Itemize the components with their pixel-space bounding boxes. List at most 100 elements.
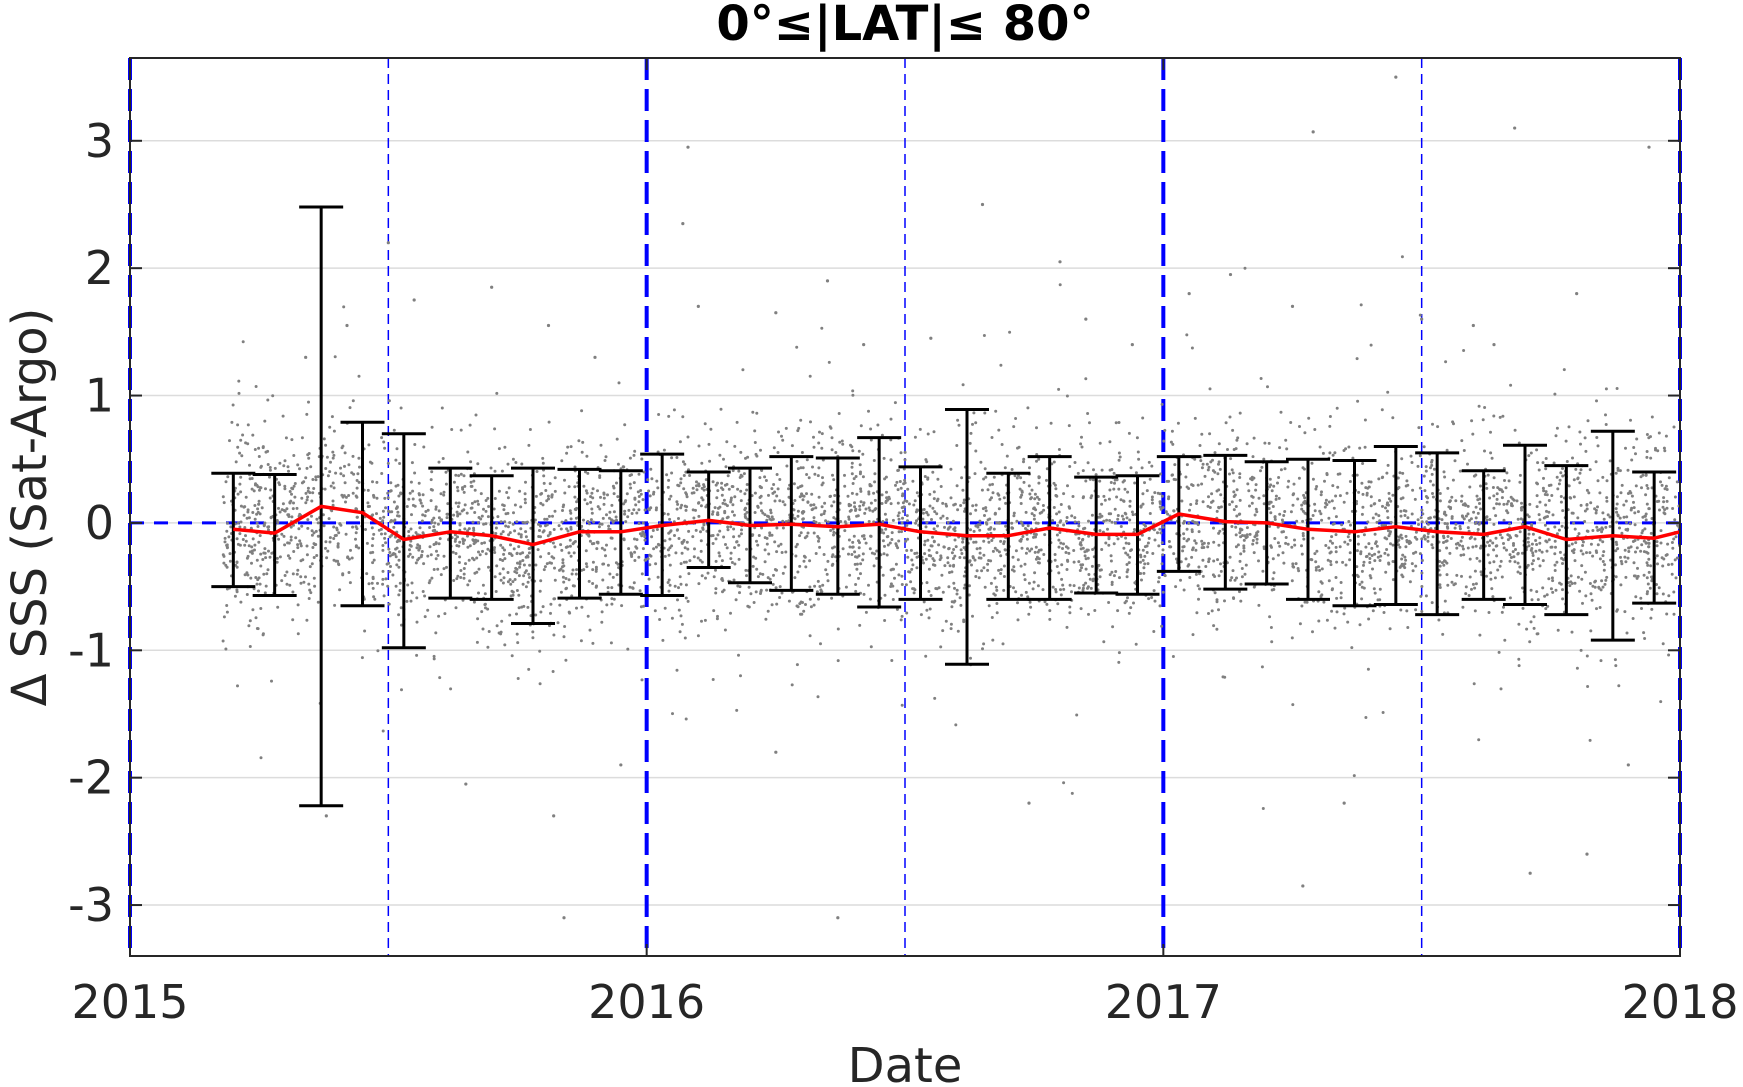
scatter-point	[375, 480, 379, 484]
scatter-point	[284, 436, 288, 440]
scatter-point	[680, 503, 684, 507]
scatter-point	[1016, 618, 1020, 622]
scatter-point	[765, 518, 769, 522]
scatter-point	[1418, 552, 1422, 556]
scatter-point	[711, 512, 714, 516]
scatter-point	[1327, 579, 1331, 583]
scatter-point	[289, 499, 293, 503]
scatter-point	[449, 687, 453, 691]
scatter-point	[1642, 539, 1646, 543]
scatter-point	[694, 508, 697, 512]
scatter-point	[1301, 534, 1305, 538]
scatter-point	[1517, 664, 1521, 668]
scatter-point	[371, 586, 375, 590]
scatter-point	[820, 326, 824, 330]
scatter-point	[1411, 569, 1415, 573]
scatter-point	[236, 423, 240, 427]
scatter-point	[737, 557, 741, 561]
scatter-point	[376, 581, 379, 585]
scatter-point	[1649, 531, 1653, 535]
scatter-point	[691, 486, 695, 490]
scatter-point	[1118, 576, 1121, 580]
scatter-point	[763, 513, 767, 517]
scatter-point	[1618, 469, 1622, 473]
scatter-point	[267, 528, 270, 532]
scatter-point	[266, 568, 270, 572]
scatter-point	[1536, 461, 1540, 465]
scatter-point	[869, 427, 873, 431]
scatter-point	[936, 524, 939, 528]
scatter-point	[834, 555, 837, 559]
scatter-point	[355, 486, 359, 490]
scatter-point	[1659, 541, 1663, 545]
scatter-point	[940, 573, 944, 577]
scatter-point	[802, 609, 806, 613]
scatter-point	[575, 568, 579, 572]
scatter-point	[599, 495, 602, 499]
scatter-point	[428, 545, 432, 549]
scatter-point	[1206, 468, 1210, 472]
scatter-point	[571, 584, 575, 588]
scatter-point	[1150, 596, 1154, 599]
scatter-point	[386, 461, 390, 465]
scatter-point	[1369, 504, 1373, 508]
scatter-point	[268, 468, 272, 472]
scatter-point	[851, 482, 855, 485]
scatter-point	[1141, 558, 1145, 562]
scatter-point	[1086, 556, 1090, 560]
scatter-point	[1605, 575, 1609, 579]
scatter-point	[836, 659, 840, 663]
scatter-point	[1086, 461, 1090, 465]
scatter-point	[1518, 473, 1522, 477]
scatter-point	[535, 470, 539, 473]
scatter-point	[1404, 534, 1408, 538]
scatter-point	[1583, 520, 1587, 523]
scatter-point	[1432, 467, 1436, 471]
scatter-point	[1386, 516, 1390, 520]
scatter-point	[1235, 576, 1238, 580]
scatter-point	[1441, 632, 1445, 636]
scatter-point	[580, 409, 584, 413]
scatter-point	[679, 481, 683, 485]
scatter-point	[1017, 474, 1020, 477]
scatter-point	[714, 559, 718, 563]
scatter-point	[726, 474, 730, 478]
scatter-point	[629, 551, 633, 555]
scatter-point	[291, 590, 295, 594]
scatter-point	[949, 467, 953, 471]
scatter-point	[561, 575, 565, 579]
scatter-point	[499, 578, 503, 582]
scatter-point	[667, 531, 671, 535]
scatter-point	[862, 592, 866, 596]
scatter-point	[1260, 665, 1264, 669]
scatter-point	[1663, 449, 1667, 453]
scatter-point	[358, 465, 361, 469]
scatter-point	[1267, 502, 1271, 506]
scatter-point	[480, 541, 484, 545]
scatter-point	[770, 533, 774, 537]
scatter-point	[1584, 594, 1588, 598]
scatter-point	[334, 533, 338, 537]
scatter-point	[1493, 576, 1497, 580]
scatter-point	[222, 561, 226, 565]
scatter-point	[417, 492, 421, 496]
scatter-point	[915, 566, 919, 570]
scatter-point	[700, 486, 704, 490]
scatter-point	[454, 473, 458, 477]
scatter-point	[1066, 484, 1069, 488]
scatter-point	[1455, 573, 1459, 577]
scatter-point	[1643, 527, 1647, 531]
scatter-point	[423, 594, 427, 598]
scatter-point	[1664, 484, 1668, 488]
scatter-point	[796, 467, 800, 471]
scatter-point	[1262, 547, 1266, 551]
scatter-point	[1665, 553, 1669, 557]
scatter-point	[974, 508, 978, 512]
scatter-point	[514, 461, 518, 464]
scatter-point	[1230, 500, 1234, 504]
scatter-point	[235, 560, 239, 564]
scatter-point	[1506, 533, 1510, 537]
scatter-point	[1356, 534, 1360, 538]
scatter-point	[1509, 556, 1513, 559]
scatter-point	[711, 542, 715, 545]
